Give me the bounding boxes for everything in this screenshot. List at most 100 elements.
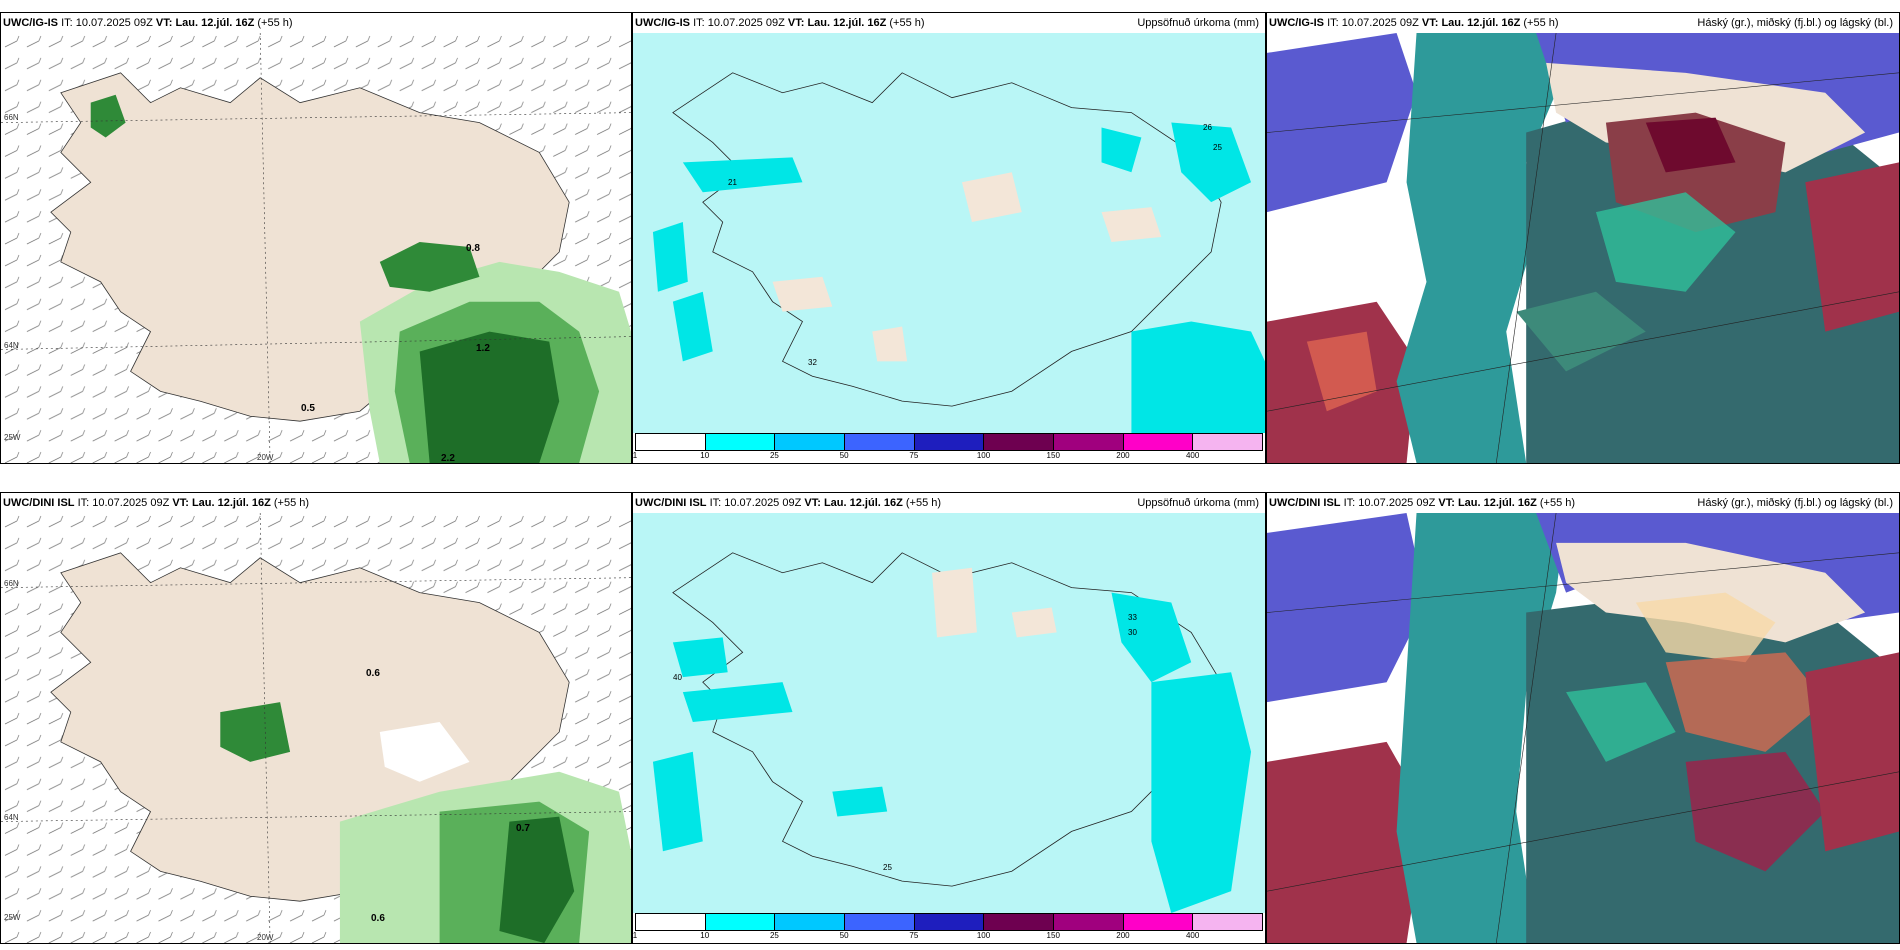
colorbar-label: 1: [632, 451, 638, 460]
vt-value: Lau. 12.júl. 16Z: [1457, 497, 1537, 509]
colorbar-label: 400: [1185, 451, 1200, 460]
colorbar-label: 400: [1185, 931, 1200, 940]
colorbar-swatch: [1193, 434, 1263, 450]
wind-map-panel-top: UWC/IG-IS IT: 10.07.2025 09Z VT: Lau. 12…: [0, 12, 632, 464]
colorbar-label: 1: [632, 931, 638, 940]
colorbar-label: 25: [769, 931, 779, 940]
precip-value: 25: [1213, 143, 1222, 152]
precip-map-panel-bottom: UWC/DINI ISL IT: 10.07.2025 09Z VT: Lau.…: [632, 492, 1266, 944]
precip-map-svg: [633, 33, 1265, 433]
precip-title: Uppsöfnuð úrkoma (mm): [1137, 497, 1259, 509]
colorbar-swatch: [636, 434, 706, 450]
lon-label-25: 25W: [4, 433, 21, 442]
colorbar-swatch: [984, 434, 1055, 450]
vt-value: Lau. 12.júl. 16Z: [823, 497, 903, 509]
model-name: UWC/DINI ISL: [3, 497, 75, 509]
wind-map-svg: [1, 33, 631, 463]
cloud-title: Háský (gr.), miðský (fj.bl.) og lágský (…: [1697, 17, 1893, 29]
it-value: 10.07.2025 09Z: [92, 497, 170, 509]
colorbar-labels: 1 10 25 50 75 100 150 200 400: [632, 451, 1263, 463]
precip-value: 21: [728, 178, 737, 187]
colorbar-label: 100: [976, 931, 991, 940]
precip-map: 21 32 26 25: [633, 33, 1265, 433]
it-label: IT:: [693, 17, 705, 29]
it-value: 10.07.2025 09Z: [1341, 17, 1419, 29]
colorbar-swatch: [705, 434, 776, 450]
model-name: UWC/DINI ISL: [635, 497, 707, 509]
cloud-map-panel-top: UWC/IG-IS IT: 10.07.2025 09Z VT: Lau. 12…: [1266, 12, 1900, 464]
cloud-map-panel-bottom: UWC/DINI ISL IT: 10.07.2025 09Z VT: Lau.…: [1266, 492, 1900, 944]
colorbar-swatch: [1123, 914, 1194, 930]
colorbar-label: 150: [1046, 451, 1060, 460]
colorbar-label: 25: [769, 451, 779, 460]
colorbar-swatch: [1054, 914, 1124, 930]
it-label: IT:: [1327, 17, 1339, 29]
precip-map-svg: [633, 513, 1265, 913]
lon-label-20: 20W: [257, 933, 274, 942]
it-value: 10.07.2025 09Z: [724, 497, 802, 509]
cloud-title: Háský (gr.), miðský (fj.bl.) og lágský (…: [1697, 497, 1893, 509]
colorbar-label: 100: [976, 451, 991, 460]
colorbar-label: 200: [1116, 931, 1130, 940]
lat-label-66: 66N: [4, 579, 19, 588]
wind-precip-map: 66N 64N 20W 25W 0.8 1.2 0.5 2.2: [1, 33, 631, 463]
it-value: 10.07.2025 09Z: [75, 17, 153, 29]
it-label: IT:: [77, 497, 90, 509]
it-label: IT:: [61, 17, 73, 29]
vt-label: VT:: [1438, 497, 1455, 509]
colorbar-swatch: [914, 434, 985, 450]
cloud-map: [1267, 513, 1899, 943]
colorbar-swatch: [984, 914, 1055, 930]
precip-value: 26: [1203, 123, 1212, 132]
colorbar-label: 50: [839, 931, 849, 940]
lat-label-64: 64N: [4, 341, 19, 350]
precip-value: 40: [673, 673, 682, 682]
colorbar-swatch: [1123, 434, 1194, 450]
colorbar-label: 50: [839, 451, 849, 460]
precip-value: 32: [808, 358, 817, 367]
panel-header: UWC/DINI ISL IT: 10.07.2025 09Z VT: Lau.…: [633, 493, 1265, 513]
it-label: IT:: [1343, 497, 1356, 509]
colorbar-swatch: [845, 914, 915, 930]
model-name: UWC/IG-IS: [1269, 17, 1324, 29]
colorbar-swatch: [705, 914, 776, 930]
lead-time: (+55 h): [1539, 497, 1576, 509]
iceland-outline: [672, 552, 1222, 887]
it-value: 10.07.2025 09Z: [1358, 497, 1436, 509]
model-name: UWC/IG-IS: [635, 17, 690, 29]
colorbar-swatches: [635, 433, 1263, 451]
colorbar-label: 200: [1116, 451, 1130, 460]
precip-colorbar: 1 10 25 50 75 100 150 200 400: [632, 913, 1263, 943]
lon-label-25: 25W: [4, 913, 21, 922]
colorbar-swatch: [914, 914, 985, 930]
colorbar-swatch: [1193, 914, 1263, 930]
precip-value: 25: [883, 863, 892, 872]
colorbar-swatch: [775, 914, 846, 930]
colorbar-swatches: [635, 913, 1263, 931]
vt-value: Lau. 12.júl. 16Z: [175, 17, 255, 29]
colorbar-label: 10: [700, 451, 710, 460]
lon-label-20: 20W: [257, 453, 274, 462]
precip-colorbar: 1 10 25 50 75 100 150 200 400: [632, 433, 1263, 463]
vt-value: Lau. 12.júl. 16Z: [1441, 17, 1521, 29]
colorbar-label: 75: [909, 451, 919, 460]
iceland-outline: [672, 72, 1222, 407]
model-name: UWC/IG-IS: [3, 17, 58, 29]
precip-value: 1.2: [476, 343, 490, 354]
panel-header: UWC/IG-IS IT: 10.07.2025 09Z VT: Lau. 12…: [633, 13, 1265, 33]
panel-header: UWC/DINI ISL IT: 10.07.2025 09Z VT: Lau.…: [1, 493, 631, 513]
wind-map-svg: [1, 513, 631, 943]
colorbar-label: 10: [700, 931, 710, 940]
precip-value: 0.8: [466, 243, 480, 254]
cloud-map-svg: [1267, 513, 1899, 943]
panel-header: UWC/IG-IS IT: 10.07.2025 09Z VT: Lau. 12…: [1267, 13, 1899, 33]
precip-value: 0.6: [366, 668, 380, 679]
lead-time: (+55 h): [905, 497, 942, 509]
colorbar-label: 150: [1046, 931, 1060, 940]
vt-label: VT:: [1421, 17, 1439, 29]
wind-map-panel-bottom: UWC/DINI ISL IT: 10.07.2025 09Z VT: Lau.…: [0, 492, 632, 944]
lead-time: (+55 h): [257, 17, 293, 29]
vt-label: VT:: [787, 17, 805, 29]
vt-label: VT:: [804, 497, 821, 509]
vt-label: VT:: [155, 17, 173, 29]
